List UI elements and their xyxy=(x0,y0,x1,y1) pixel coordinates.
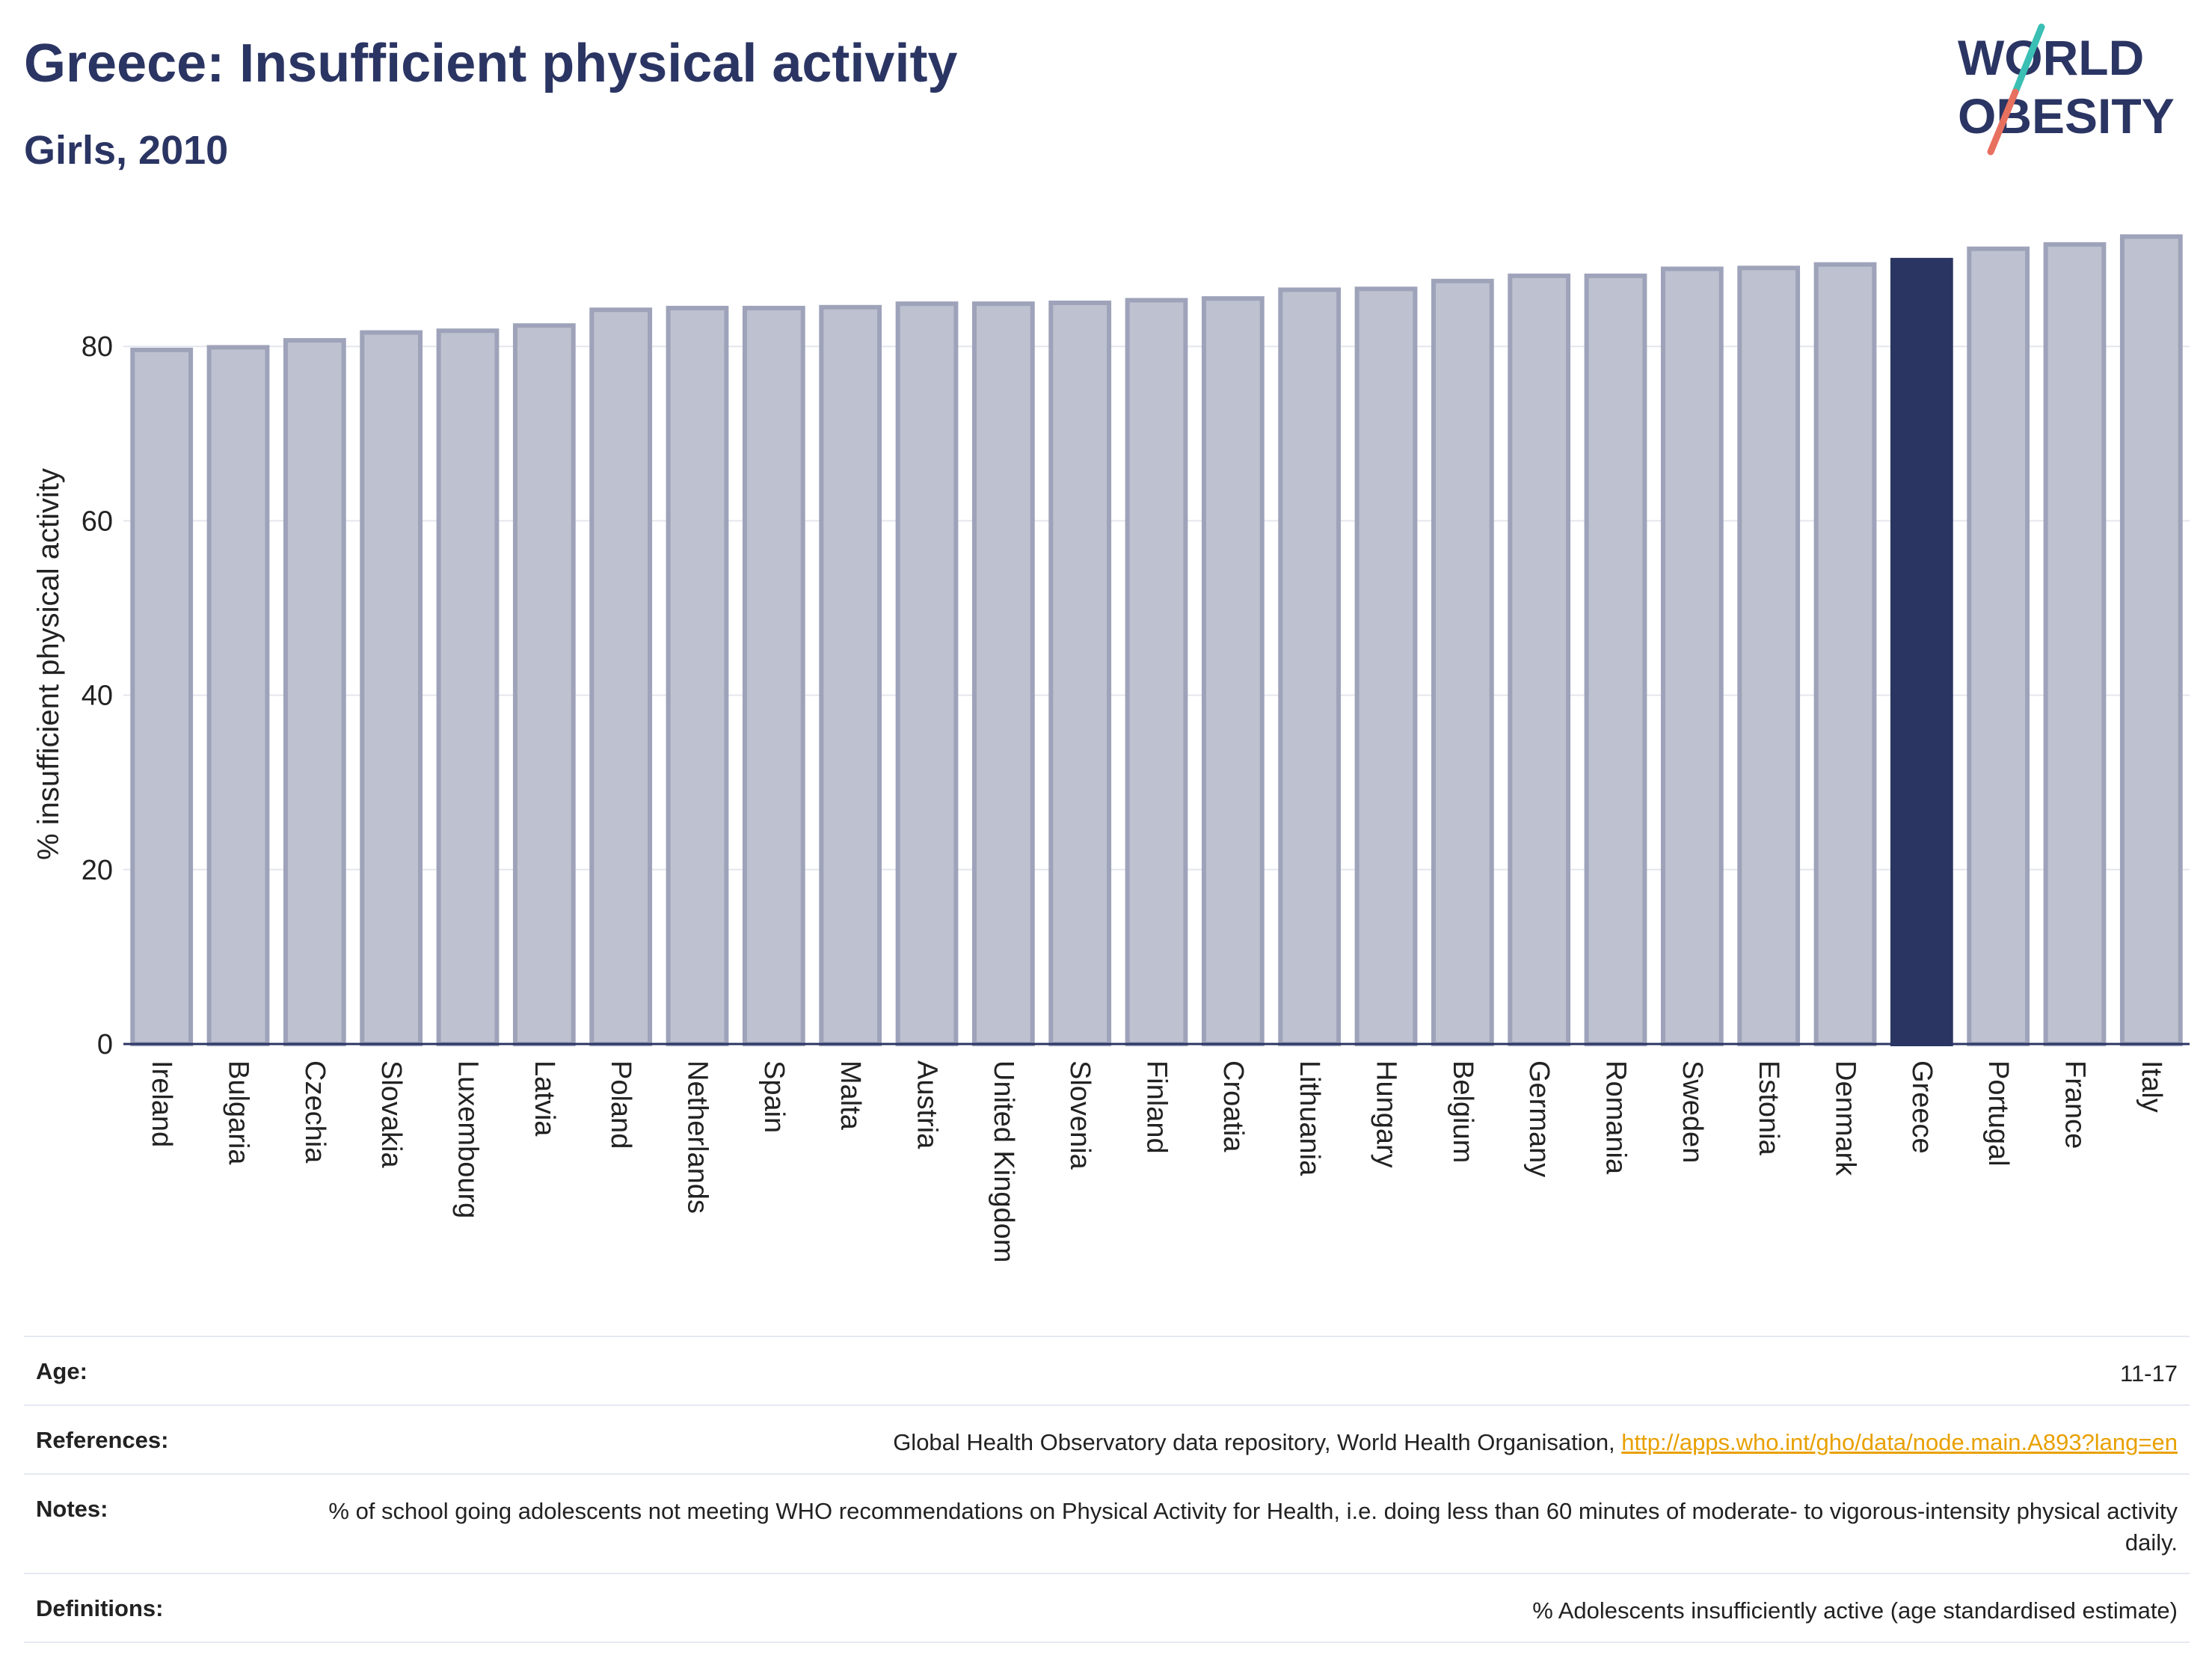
x-tick-label: Lithuania xyxy=(1294,1060,1325,1176)
logo-line2: OBESITY xyxy=(1958,88,2175,144)
y-tick-label: 60 xyxy=(82,506,113,537)
bar-luxembourg xyxy=(436,328,500,1046)
x-tick-label: Spain xyxy=(758,1060,790,1133)
bar-united-kingdom xyxy=(971,301,1035,1047)
bar-slovakia xyxy=(360,330,423,1046)
bar-chart: 0 20 40 60 80 Ireland Bulgaria Czechia Slovakia… xyxy=(32,234,2190,1262)
metadata-table: Age: 11-17 References: Global Health Obs… xyxy=(24,1336,2190,1644)
x-tick-label: Italy xyxy=(2136,1060,2167,1113)
bar-sweden xyxy=(1660,266,1724,1046)
x-tick-label: Czechia xyxy=(299,1060,331,1164)
bar-estonia xyxy=(1737,265,1801,1047)
x-tick-label: Malta xyxy=(835,1060,866,1131)
x-tick-label: Netherlands xyxy=(682,1060,713,1214)
bar-poland xyxy=(589,307,653,1046)
meta-value-wrap: Global Health Observatory data repositor… xyxy=(320,1427,2178,1458)
x-tick-label: Slovakia xyxy=(375,1060,407,1168)
bar-latvia xyxy=(512,323,576,1047)
meta-key: Definitions: xyxy=(36,1595,164,1622)
x-tick-label: Portugal xyxy=(1982,1060,2014,1167)
meta-key: Age: xyxy=(36,1358,87,1384)
y-axis-title: % insufficient physical activity xyxy=(32,468,65,860)
meta-value: % Adolescents insufficiently active (age… xyxy=(1532,1597,2178,1624)
bar-spain xyxy=(742,305,805,1047)
meta-row-age: Age: 11-17 xyxy=(24,1336,2190,1404)
y-tick-label: 80 xyxy=(82,331,113,363)
bar-romania xyxy=(1584,273,1647,1046)
x-tick-label: France xyxy=(2059,1060,2091,1149)
bar-slovenia xyxy=(1048,300,1112,1046)
x-tick-label: Ireland xyxy=(146,1060,177,1147)
x-tick-label: Austria xyxy=(912,1060,943,1149)
meta-value: Global Health Observatory data repositor… xyxy=(893,1428,1622,1455)
y-axis-ticks: 0 20 40 60 80 xyxy=(82,331,113,1060)
x-tick-label: Latvia xyxy=(529,1060,560,1137)
bar-austria xyxy=(895,301,959,1047)
x-tick-label: Poland xyxy=(605,1060,636,1149)
x-tick-label: United Kingdom xyxy=(988,1060,1019,1262)
meta-value: % of school going adolescents not meetin… xyxy=(328,1497,2178,1556)
logo-slash-red xyxy=(1987,88,2019,156)
meta-value: 11-17 xyxy=(2120,1360,2178,1387)
bar-finland xyxy=(1125,298,1188,1046)
bar-malta xyxy=(819,304,882,1047)
bar-lithuania xyxy=(1278,287,1342,1046)
bar-hungary xyxy=(1354,286,1418,1047)
page-subtitle: Girls, 2010 xyxy=(24,128,229,173)
bar-ireland xyxy=(130,347,194,1046)
x-axis-labels: Ireland Bulgaria Czechia Slovakia Luxembourg… xyxy=(146,1060,2167,1262)
bar-netherlands xyxy=(666,305,729,1047)
x-tick-label: Belgium xyxy=(1447,1060,1478,1163)
y-tick-label: 0 xyxy=(97,1029,113,1060)
x-tick-label: Finland xyxy=(1141,1060,1173,1154)
bars xyxy=(130,234,2183,1047)
x-tick-label: Estonia xyxy=(1753,1060,1784,1156)
meta-key: References: xyxy=(36,1426,169,1453)
bar-croatia xyxy=(1201,296,1265,1046)
meta-row-definitions: Definitions: % Adolescents insufficientl… xyxy=(24,1573,2190,1644)
bar-germany xyxy=(1508,273,1571,1046)
world-obesity-logo: WORLD OBESITY xyxy=(1958,23,2175,156)
bar-belgium xyxy=(1431,278,1494,1046)
x-tick-label: Hungary xyxy=(1371,1060,1402,1168)
bar-czechia xyxy=(283,338,346,1046)
bar-greece xyxy=(1890,257,1953,1047)
logo-slash-teal xyxy=(2012,23,2045,96)
x-tick-label: Bulgaria xyxy=(223,1060,254,1165)
meta-row-references: References: Global Health Observatory da… xyxy=(24,1404,2190,1473)
meta-row-notes: Notes: % of school going adolescents not… xyxy=(24,1473,2190,1573)
bar-italy xyxy=(2119,234,2183,1047)
bar-portugal xyxy=(1967,246,2030,1046)
x-tick-label: Slovenia xyxy=(1064,1060,1096,1170)
x-tick-label: Luxembourg xyxy=(452,1060,484,1218)
reference-link[interactable]: http://apps.who.int/gho/data/node.main.A… xyxy=(1621,1428,2178,1455)
x-tick-label: Denmark xyxy=(1830,1060,1861,1176)
bar-france xyxy=(2043,242,2107,1046)
meta-key: Notes: xyxy=(36,1495,108,1522)
x-tick-label: Germany xyxy=(1523,1060,1555,1177)
x-tick-label: Romania xyxy=(1600,1060,1632,1175)
y-tick-label: 20 xyxy=(82,855,113,886)
bar-bulgaria xyxy=(206,345,270,1046)
bar-denmark xyxy=(1813,262,1877,1046)
y-tick-label: 40 xyxy=(82,681,113,712)
logo-line1: WORLD xyxy=(1958,30,2144,85)
x-tick-label: Sweden xyxy=(1677,1060,1708,1163)
x-tick-label: Croatia xyxy=(1217,1060,1249,1152)
x-tick-label: Greece xyxy=(1906,1060,1938,1154)
page-title: Greece: Insufficient physical activity xyxy=(24,34,958,93)
